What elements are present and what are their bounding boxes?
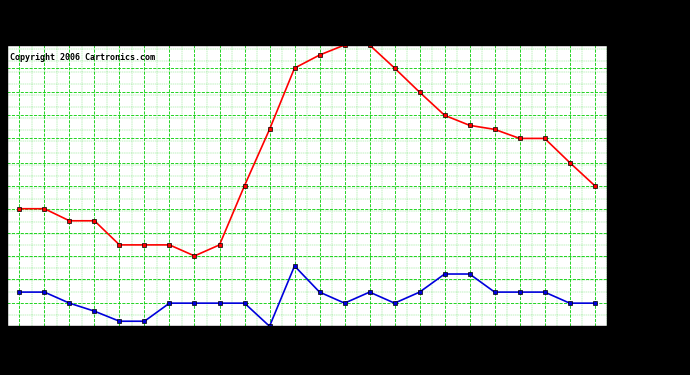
Text: Outdoor Temperature (vs) Dew Point (Last 24 Hours) 20061219: Outdoor Temperature (vs) Dew Point (Last… [124, 16, 566, 29]
Text: Copyright 2006 Cartronics.com: Copyright 2006 Cartronics.com [10, 54, 155, 62]
